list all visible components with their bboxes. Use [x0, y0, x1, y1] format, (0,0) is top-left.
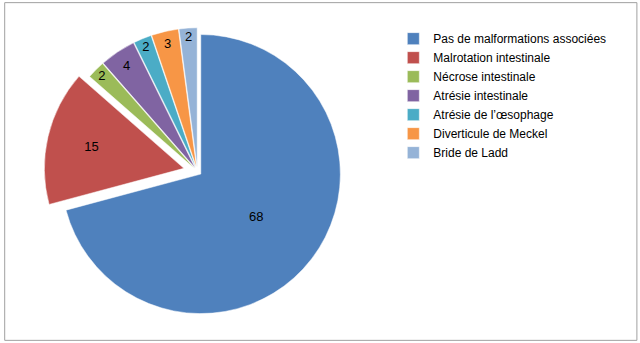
svg-text:Nécrose intestinale: Nécrose intestinale: [433, 70, 535, 84]
svg-text:2: 2: [142, 39, 149, 54]
svg-text:15: 15: [84, 139, 98, 154]
svg-text:2: 2: [98, 68, 105, 83]
svg-text:Bride de Ladd: Bride de Ladd: [433, 146, 508, 160]
svg-text:Diverticule de Meckel: Diverticule de Meckel: [433, 127, 547, 141]
svg-text:Atrésie de l’œsophage: Atrésie de l’œsophage: [433, 108, 553, 122]
svg-text:3: 3: [164, 36, 171, 51]
svg-text:Malrotation intestinale: Malrotation intestinale: [433, 51, 550, 65]
svg-text:Pas de malformations associées: Pas de malformations associées: [433, 32, 606, 46]
svg-text:4: 4: [123, 58, 130, 73]
svg-text:2: 2: [185, 29, 192, 44]
svg-text:68: 68: [249, 209, 263, 224]
svg-text:Atrésie intestinale: Atrésie intestinale: [433, 89, 528, 103]
